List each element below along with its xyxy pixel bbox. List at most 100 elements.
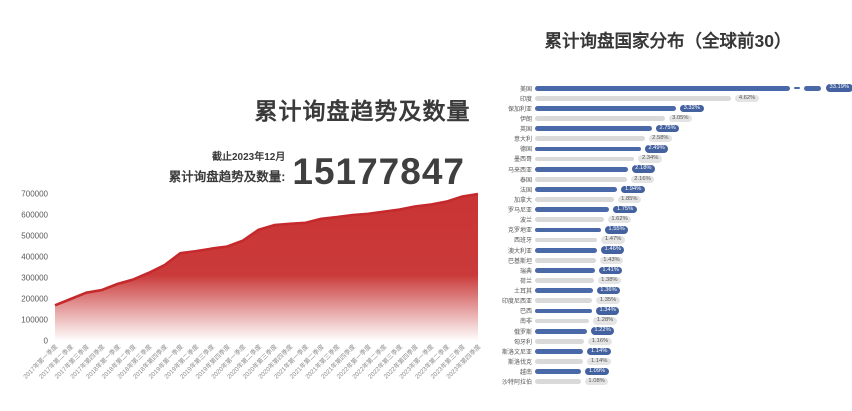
- bar: [535, 187, 618, 192]
- bar-track: 1.85%: [535, 194, 849, 204]
- percent-badge: 1.85%: [617, 195, 642, 204]
- bar: [535, 349, 584, 354]
- country-label: 土耳其: [513, 289, 532, 296]
- bar-track: 1.41%: [535, 265, 849, 275]
- country-label: 英国: [519, 127, 532, 134]
- bar: [535, 166, 628, 172]
- bar: [535, 298, 593, 304]
- trend-stat-block: 截止2023年12月 累计询盘趋势及数量: 15177847: [160, 148, 465, 190]
- bar-row: 斯洛文尼亚 1.14%: [492, 346, 849, 356]
- country-label: 斯洛伐克: [507, 359, 532, 366]
- bar-track: 1.14%: [535, 356, 849, 366]
- country-label: 匈牙利: [513, 339, 532, 346]
- bar-track: 1.34%: [535, 306, 849, 316]
- bar: [535, 268, 595, 273]
- country-label: 加拿大: [513, 197, 532, 204]
- bar: [535, 156, 635, 162]
- country-label: 马来西亚: [507, 167, 532, 174]
- percent-badge: 1.16%: [588, 337, 612, 345]
- bar: [535, 288, 593, 294]
- percent-badge: 2.75%: [655, 124, 680, 133]
- as-of-date-label: 截止2023年12月: [212, 152, 286, 163]
- bar: [535, 176, 627, 182]
- percent-badge: 1.09%: [585, 367, 609, 376]
- bar-row: 英国 2.75%: [492, 124, 849, 134]
- country-label: 美国: [519, 86, 532, 93]
- bar-row: 俄罗斯 1.22%: [492, 326, 849, 336]
- percent-badge: 1.75%: [613, 205, 637, 214]
- bar-row: 罗马尼亚 1.75%: [492, 205, 849, 215]
- bar-row: 澳大利亚 1.46%: [492, 245, 849, 255]
- trend-area-chart: 0 100000 200000 300000 400000 500000 600000 700…: [21, 190, 483, 381]
- bar-row: 意大利 2.58%: [492, 134, 849, 144]
- bar: [535, 207, 610, 213]
- bar-track: 1.47%: [535, 235, 849, 245]
- bar-track: 2.34%: [535, 154, 849, 164]
- bar: [535, 308, 592, 314]
- bar-track: 2.18%: [535, 164, 849, 174]
- bar-track: 1.94%: [535, 184, 849, 194]
- bar-track: 2.16%: [535, 174, 849, 184]
- percent-badge: 1.14%: [587, 347, 611, 356]
- bar-track: 1.28%: [535, 316, 849, 326]
- percent-badge: 2.18%: [631, 165, 656, 173]
- y-axis-tick: 400000: [21, 253, 48, 262]
- bar-segment: [804, 85, 821, 91]
- bar: [535, 95, 732, 101]
- bar-row: 印度尼西亚 1.35%: [492, 296, 849, 306]
- country-label: 伊朗: [519, 116, 532, 123]
- country-label: 瑞典: [519, 268, 532, 275]
- bar-track: 2.58%: [535, 134, 849, 144]
- country-label: 法国: [519, 187, 532, 194]
- percent-badge: 2.49%: [644, 145, 669, 153]
- percent-badge: 1.46%: [601, 246, 625, 254]
- bar-track: 1.16%: [535, 336, 849, 346]
- country-label: 俄罗斯: [513, 329, 532, 336]
- bar-row: 西班牙 1.47%: [492, 235, 849, 245]
- bar: [535, 197, 614, 202]
- bar: [535, 146, 641, 152]
- country-chart-title: 累计询盘国家分布（全球前30）: [544, 31, 792, 51]
- percent-badge: 2.16%: [630, 175, 655, 183]
- bar: [535, 116, 665, 121]
- stat-name-label: 累计询盘趋势及数量:: [168, 170, 286, 184]
- percent-badge: 2.58%: [648, 135, 673, 143]
- bar-track: 2.49%: [535, 144, 849, 154]
- bar: [535, 338, 585, 344]
- bar-track: 1.46%: [535, 245, 849, 255]
- bar-row: 匈牙利 1.16%: [492, 336, 849, 346]
- bar-row: 马来西亚 2.18%: [492, 164, 849, 174]
- bar-row: 荷兰 1.38%: [492, 275, 849, 285]
- percent-badge: 1.34%: [595, 307, 620, 315]
- y-axis-tick: 600000: [21, 211, 48, 220]
- bar-row: 越南 1.09%: [492, 367, 849, 377]
- country-label: 斯洛文尼亚: [501, 349, 532, 356]
- bar-track: 1.62%: [535, 215, 849, 225]
- bar-track: 1.14%: [535, 346, 849, 356]
- bar: [535, 379, 581, 385]
- country-label: 墨西哥: [513, 157, 532, 164]
- bar-row: 美国 33.19%: [492, 83, 852, 93]
- bar-track: 1.35%: [535, 296, 849, 306]
- bar-row: 波兰 1.62%: [492, 215, 849, 225]
- percent-badge: 33.19%: [826, 84, 852, 92]
- bar-row: 墨西哥 2.34%: [492, 154, 849, 164]
- y-axis-tick: 100000: [21, 316, 48, 325]
- country-label: 罗马尼亚: [507, 208, 532, 215]
- bar-row: 保加利亚 3.32%: [492, 103, 849, 113]
- percent-badge: 1.38%: [597, 276, 622, 285]
- y-axis-tick: 500000: [21, 232, 48, 241]
- bar: [535, 106, 677, 111]
- bar: [535, 227, 601, 233]
- country-label: 泰国: [519, 177, 532, 184]
- country-label: 越南: [519, 370, 532, 377]
- country-bar-list: 美国 33.19% 印度 4.62% 保加利亚 3.32% 伊朗 3.05% 英国 2.75% 意大…: [492, 83, 852, 387]
- country-label: 德国: [519, 147, 532, 154]
- bar: [535, 369, 582, 375]
- y-axis-tick: 300000: [21, 274, 48, 283]
- bar: [535, 126, 652, 132]
- bar-track: 1.38%: [535, 275, 849, 285]
- bar: [535, 328, 587, 334]
- bar-row: 巴西 1.34%: [492, 306, 849, 316]
- country-label: 南非: [519, 319, 532, 326]
